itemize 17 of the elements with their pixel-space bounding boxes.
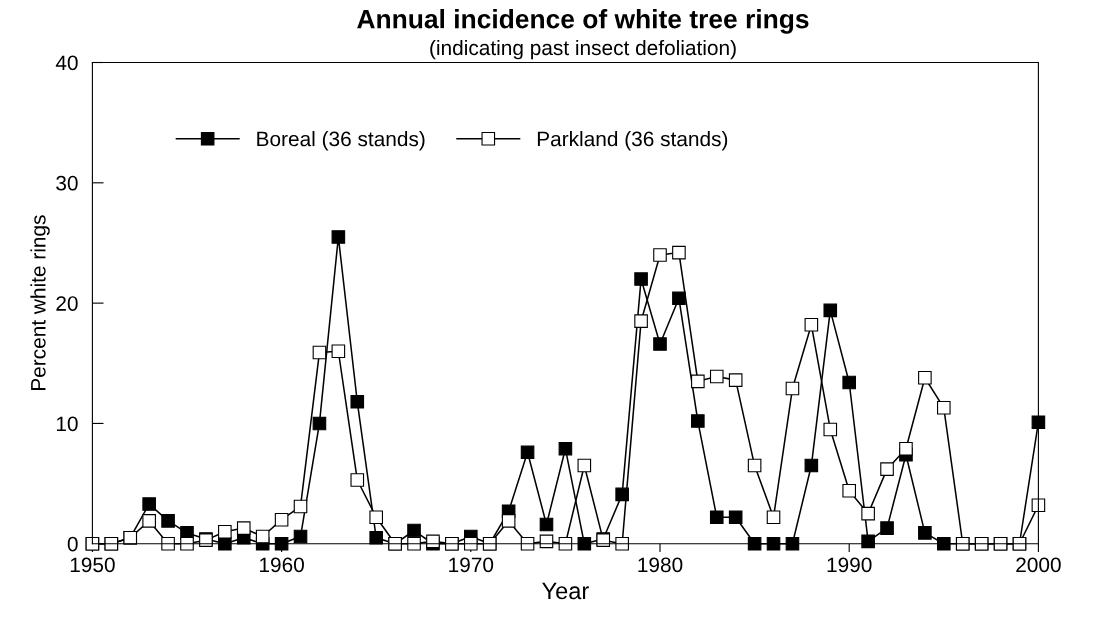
chart-title: Annual incidence of white tree rings (357, 9, 809, 34)
y-axis-title: Percent white rings (30, 215, 50, 390)
x-tick-label: 1970 (449, 557, 494, 573)
y-tick-label: 40 (55, 55, 78, 71)
x-tick-label: 2000 (1016, 557, 1061, 573)
x-tick-label: 1950 (70, 557, 115, 573)
y-tick-label: 0 (67, 536, 78, 552)
chart-subtitle: (indicating past insect defoliation) (430, 39, 736, 60)
x-axis-title: Year (542, 582, 589, 600)
legend-label: Boreal (36 stands) (257, 131, 425, 151)
y-tick-label: 10 (56, 416, 78, 432)
y-tick-label: 30 (56, 175, 78, 191)
x-tick-label: 1990 (827, 557, 872, 573)
x-tick-label: 1980 (638, 557, 683, 573)
x-tick-label: 1960 (260, 557, 304, 573)
legend-label: Parkland (36 stands) (537, 131, 728, 151)
y-tick-label: 20 (56, 296, 78, 311)
